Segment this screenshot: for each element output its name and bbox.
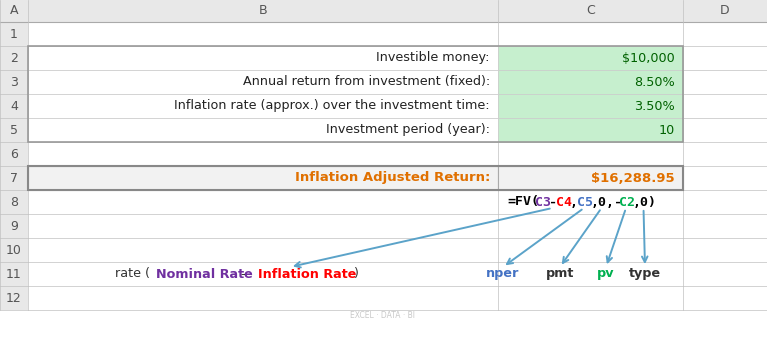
Bar <box>0 262 28 286</box>
Bar <box>0 118 28 142</box>
Text: C4: C4 <box>556 195 572 209</box>
Text: =FV(: =FV( <box>507 195 539 209</box>
Bar <box>28 46 683 142</box>
Text: C2: C2 <box>619 195 635 209</box>
Text: 10: 10 <box>659 123 675 137</box>
Text: 3: 3 <box>10 75 18 89</box>
Bar <box>28 166 683 190</box>
Text: Nominal Rate: Nominal Rate <box>156 267 252 281</box>
Text: Inflation Rate: Inflation Rate <box>258 267 356 281</box>
Bar <box>28 118 498 142</box>
Text: $16,288.95: $16,288.95 <box>591 171 675 185</box>
Bar <box>0 166 28 190</box>
Text: 6: 6 <box>10 147 18 161</box>
Text: 2: 2 <box>10 51 18 65</box>
Text: Investible money:: Investible money: <box>377 51 490 65</box>
Bar <box>498 118 683 142</box>
Text: 4: 4 <box>10 99 18 113</box>
Text: Inflation rate (approx.) over the investment time:: Inflation rate (approx.) over the invest… <box>174 99 490 113</box>
Bar <box>28 70 498 94</box>
Text: 8.50%: 8.50% <box>634 75 675 89</box>
Text: EXCEL · DATA · BI: EXCEL · DATA · BI <box>351 312 416 320</box>
Text: pv: pv <box>597 267 614 281</box>
Text: 11: 11 <box>6 267 22 281</box>
Text: 5: 5 <box>10 123 18 137</box>
Bar <box>0 238 28 262</box>
Text: ,0,-: ,0,- <box>591 195 623 209</box>
Bar <box>0 70 28 94</box>
Text: -: - <box>238 267 250 281</box>
Text: 8: 8 <box>10 195 18 209</box>
Text: $10,000: $10,000 <box>622 51 675 65</box>
Text: B: B <box>258 4 268 18</box>
Text: -: - <box>549 195 557 209</box>
Text: rate (: rate ( <box>115 267 150 281</box>
Text: ,0): ,0) <box>633 195 657 209</box>
Bar <box>28 166 498 190</box>
Text: Inflation Adjusted Return:: Inflation Adjusted Return: <box>295 171 490 185</box>
Text: C: C <box>586 4 595 18</box>
Text: pmt: pmt <box>546 267 574 281</box>
Text: 10: 10 <box>6 243 22 257</box>
Bar <box>0 46 28 70</box>
Text: 12: 12 <box>6 291 22 305</box>
Bar <box>498 46 683 70</box>
Text: Investment period (year):: Investment period (year): <box>326 123 490 137</box>
Text: 7: 7 <box>10 171 18 185</box>
Bar <box>28 46 498 70</box>
Text: ,: , <box>570 195 578 209</box>
Text: C5: C5 <box>577 195 593 209</box>
Text: 3.50%: 3.50% <box>634 99 675 113</box>
Text: ): ) <box>353 267 358 281</box>
Text: 9: 9 <box>10 219 18 233</box>
Bar <box>0 214 28 238</box>
Bar <box>498 94 683 118</box>
Text: A: A <box>10 4 18 18</box>
Bar <box>498 166 683 190</box>
Bar <box>498 70 683 94</box>
Bar <box>0 22 28 46</box>
Bar <box>0 286 28 310</box>
Bar <box>0 0 767 22</box>
Text: nper: nper <box>486 267 520 281</box>
Text: Annual return from investment (fixed):: Annual return from investment (fixed): <box>242 75 490 89</box>
Text: C3: C3 <box>535 195 551 209</box>
Text: 1: 1 <box>10 27 18 41</box>
Bar <box>28 94 498 118</box>
Bar <box>0 94 28 118</box>
Bar <box>0 190 28 214</box>
Bar <box>0 142 28 166</box>
Text: D: D <box>720 4 730 18</box>
Text: type: type <box>629 267 661 281</box>
